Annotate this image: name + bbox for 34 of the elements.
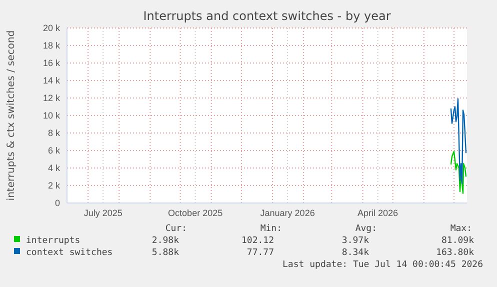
x-tick-label: January 2026 — [260, 208, 315, 218]
y-tick-label: 0 — [54, 198, 60, 208]
text: 81.09k — [441, 236, 475, 246]
text: 2.98k — [152, 236, 180, 246]
x-tick-label: July 2025 — [84, 208, 122, 218]
y-tick-label: 10 k — [42, 110, 60, 120]
line-series — [450, 98, 467, 184]
text: Cur: — [165, 224, 187, 234]
y-tick-label: 8 k — [48, 128, 60, 138]
text: Avg: — [355, 224, 377, 234]
y-tick-label: 20 k — [42, 22, 60, 33]
text: 163.80k — [436, 248, 475, 258]
text: 77.77 — [246, 248, 274, 258]
y-tick-label: 4 k — [48, 162, 60, 173]
text: 102.12 — [241, 236, 274, 246]
line-series — [450, 150, 467, 194]
legend-label: interrupts — [26, 236, 80, 246]
legend-label: context switches — [26, 248, 113, 258]
text: 8.34k — [342, 248, 370, 258]
y-tick-label: 6 k — [48, 145, 60, 156]
y-axis-title: interrupts & ctx switches / second — [6, 30, 17, 201]
text: 3.97k — [342, 236, 370, 246]
y-tick-label: 18 k — [42, 40, 60, 50]
chart-title: Interrupts and context switches - by year — [143, 9, 391, 23]
text: Min: — [260, 224, 282, 234]
y-tick-label: 14 k — [42, 75, 60, 86]
text: Last update: Tue Jul 14 00:00:45 2026 — [282, 260, 483, 270]
y-tick-label: 16 k — [42, 58, 60, 68]
text: 5.88k — [152, 248, 180, 258]
x-tick-label: April 2026 — [358, 208, 398, 218]
text: Max: — [450, 224, 472, 234]
x-tick-label: October 2025 — [168, 208, 223, 218]
y-tick-label: 12 k — [42, 92, 60, 103]
y-tick-label: 2 k — [48, 180, 60, 190]
